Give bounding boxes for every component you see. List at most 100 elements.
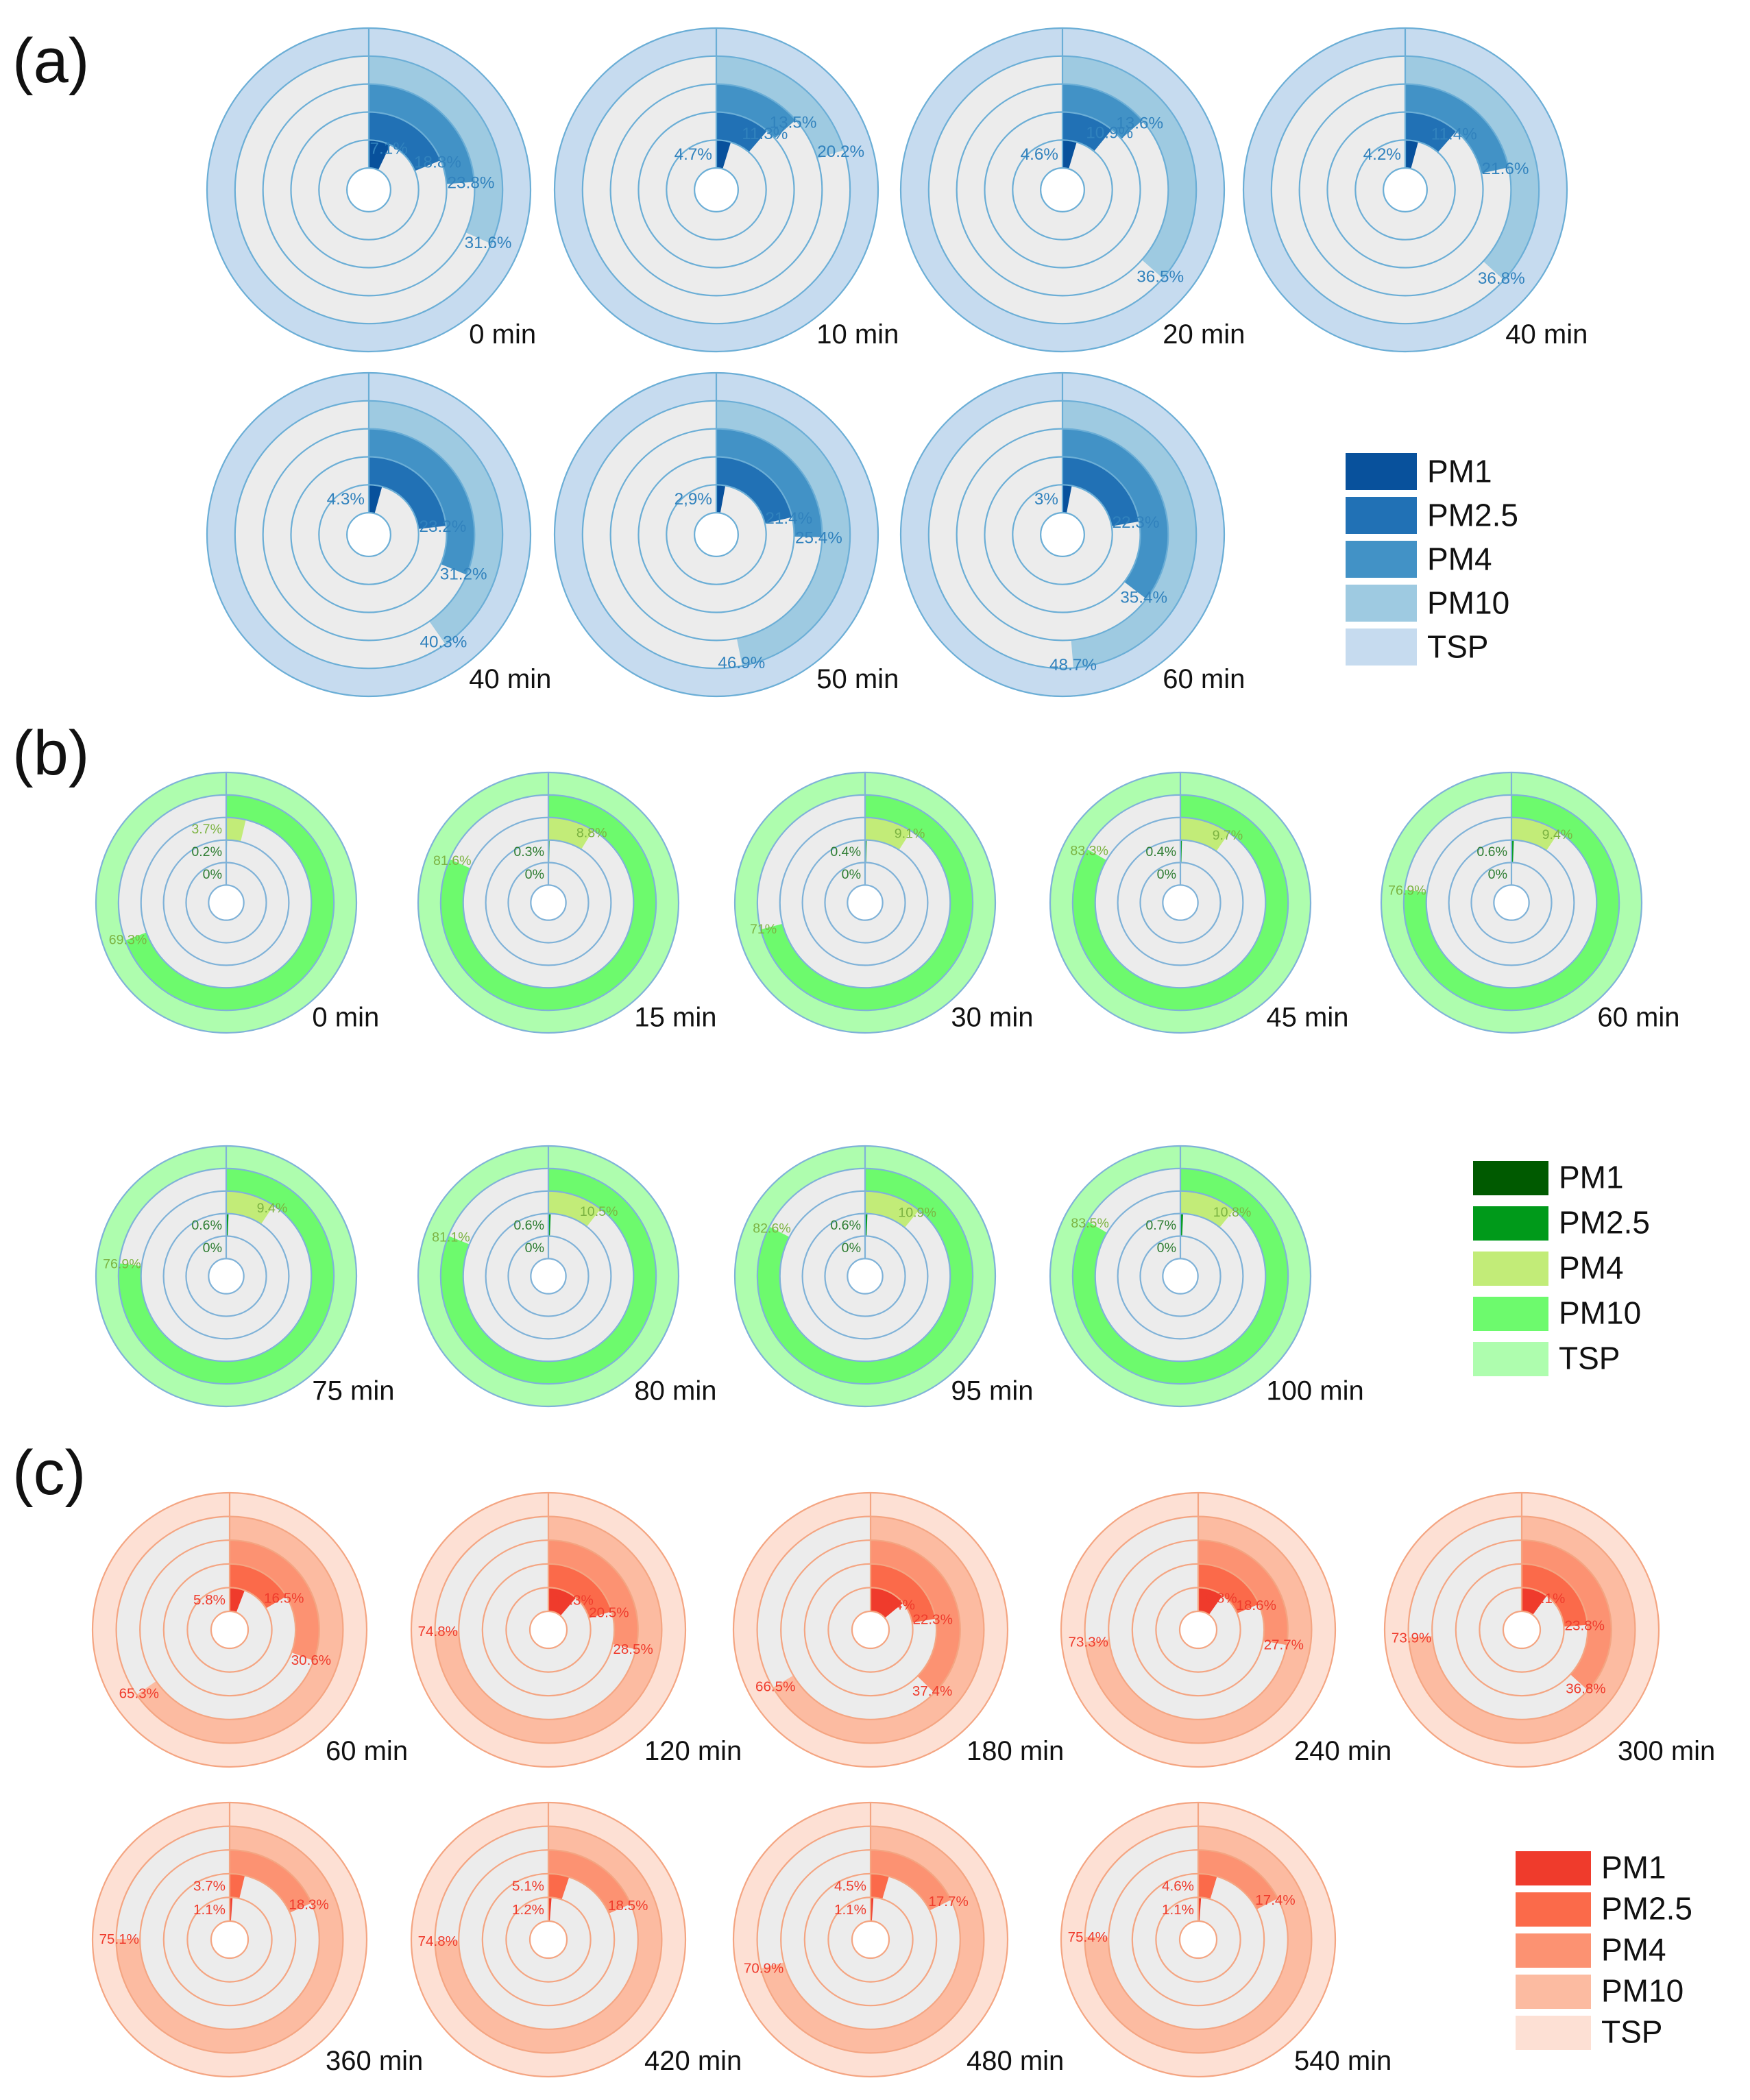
donut-chart: 1.1% 4.5% 17.7% 70.9% 480 min (732, 1801, 1064, 2078)
segment-PM4 (548, 1191, 601, 1227)
ring-bg-PM1 (1012, 485, 1113, 585)
donut-chart: 9.8%18.6% 27.7% 73.3% 240 min (1060, 1491, 1392, 1768)
percent-label: 5.8% (193, 1592, 226, 1608)
percent-label: 0.6% (513, 1218, 544, 1233)
percent-label: 18.5% (608, 1898, 648, 1914)
percent-label: 0.2% (191, 844, 222, 859)
ring-bg-PM1 (825, 1236, 906, 1317)
segment-PM4 (716, 428, 823, 537)
time-label: 100 min (1266, 1376, 1363, 1406)
percent-label: 0.4% (830, 844, 861, 859)
percent-label: 73.3% (1068, 1634, 1108, 1650)
donut-chart: 0% 0.6% 9.4% 76.9% 75 min (95, 1145, 394, 1408)
time-label: 60 min (326, 1736, 408, 1766)
ring-bg-PM1 (1140, 862, 1221, 943)
legend-label: PM2.5 (1559, 1205, 1650, 1241)
percent-label: 4.5% (834, 1878, 866, 1894)
ring-bg-PM1 (508, 862, 589, 943)
percent-label: 3.7% (191, 822, 222, 837)
time-label: 50 min (816, 664, 899, 694)
time-label: 60 min (1163, 664, 1245, 694)
donut-chart: 14%22.3% 37.4% 66.5% 180 min (732, 1491, 1064, 1768)
percent-label: 0.4% (1145, 844, 1176, 859)
ring-separator (1178, 1920, 1218, 1959)
ring-bg-PM25 (1117, 1213, 1243, 1339)
percent-label: 0.6% (191, 1218, 222, 1233)
legend-label: PM10 (1559, 1295, 1641, 1331)
percent-label: 36.8% (1566, 1681, 1605, 1697)
segment-PM4 (1405, 84, 1509, 173)
time-label: 480 min (967, 2046, 1064, 2076)
percent-label: 11.4% (1431, 125, 1477, 144)
segment-PM4 (871, 1540, 960, 1693)
percent-label: 75.1% (99, 1931, 139, 1947)
ring-bg-PM25 (1448, 840, 1575, 966)
percent-label: 35.4% (1120, 588, 1167, 607)
donut-chart: 0% 0.3% 8.8% 81.6% 15 min (417, 771, 716, 1034)
ring-bg-PM1 (828, 1897, 913, 1982)
percent-label: 0% (842, 867, 861, 882)
legend-label: TSP (1427, 629, 1488, 665)
segment-PM25 (369, 112, 441, 171)
segment-PM4 (1062, 84, 1143, 139)
percent-label: 71% (750, 922, 777, 937)
ring-separator (530, 1258, 567, 1295)
time-label: 15 min (634, 1003, 716, 1033)
donut-chart: 1.1% 3.7% 18.3% 75.1% 360 min (91, 1801, 423, 2078)
ring-separator (208, 1258, 245, 1295)
legend-swatch-PM1 (1344, 452, 1418, 491)
donut-chart: 0% 0.6% 9.4% 76.9% 60 min (1380, 771, 1679, 1034)
time-label: 360 min (326, 2046, 423, 2076)
segment-PM1 (1522, 1587, 1547, 1615)
segment-PM10 (716, 400, 851, 666)
donut-chart: 1.1% 4.6% 17.4% 75.4% 540 min (1060, 1801, 1392, 2078)
percent-label: 0% (525, 1241, 544, 1256)
panel-3: (c) 5.8% 16.5% 30.6% 65.3% 60 min 11.3%20.5% 28… (12, 1438, 1715, 2078)
percent-label: 5.1% (512, 1878, 544, 1894)
legend-swatch-PM25 (1514, 1891, 1592, 1928)
ring-bg-PM25 (163, 840, 289, 966)
ring-separator (208, 884, 245, 921)
percent-label: 31.2% (440, 565, 487, 583)
legend-label: PM1 (1601, 1850, 1666, 1885)
donut-chart: 0% 0.6% 10.5% 81.1% 80 min (417, 1145, 716, 1408)
legend-label: PM10 (1601, 1973, 1684, 2009)
panel-1: (a) 7.1% 18.8% 23.8% 31.6% 0 min 4.7% 11.3%13.5… (12, 26, 1588, 698)
ring-bg-PM1 (186, 1236, 267, 1317)
time-label: 45 min (1266, 1003, 1348, 1033)
legend-label: PM4 (1427, 541, 1492, 577)
ring-separator (1040, 512, 1085, 557)
legend-swatch-PM4 (1344, 539, 1418, 579)
percent-label: 2,9% (675, 490, 712, 509)
donut-chart: 4.6% 10.9%13.6% 36.5% 20 min (899, 27, 1245, 353)
percent-label: 0% (842, 1241, 861, 1256)
legend-swatch-PM25 (1344, 496, 1418, 535)
donut-chart: 2,9% 21.4%25.4% 46.9% 50 min (553, 371, 899, 698)
percent-label: 82.6% (753, 1221, 791, 1236)
legend-label: PM4 (1601, 1932, 1666, 1968)
segment-PM25 (1198, 1873, 1217, 1899)
segment-PM1 (1062, 140, 1077, 169)
percent-label: 40.3% (420, 633, 467, 652)
segment-PM25 (1062, 456, 1139, 526)
donut-chart: 4.7% 11.3%13.5%20.2% 10 min (553, 27, 899, 353)
ring-bg-PM1 (1479, 1587, 1564, 1672)
percent-label: 0.6% (830, 1218, 861, 1233)
percent-label: 0% (1488, 867, 1507, 882)
donut-chart: 0% 0.4% 9.7% 83.3% 45 min (1049, 771, 1348, 1034)
ring-bg-PM25 (163, 1873, 296, 2006)
donut-chart: 11.3%20.5% 28.5% 74.8% 120 min (410, 1491, 742, 1768)
ring-bg-PM1 (1156, 1897, 1241, 1982)
legend-label: TSP (1559, 1341, 1620, 1376)
percent-label: 4.2% (1363, 145, 1401, 164)
ring-bg-PM1 (508, 1236, 589, 1317)
percent-label: 0% (525, 867, 544, 882)
legend-label: PM1 (1559, 1160, 1624, 1195)
ring-bg-PM1 (186, 862, 267, 943)
percent-label: 4.3% (327, 490, 365, 509)
donut-chart: 0% 0.4% 9.1% 71% 30 min (733, 771, 1033, 1034)
percent-label: 1.1% (193, 1902, 226, 1918)
segment-PM4 (230, 1540, 319, 1661)
panel-label: (b) (12, 718, 89, 788)
